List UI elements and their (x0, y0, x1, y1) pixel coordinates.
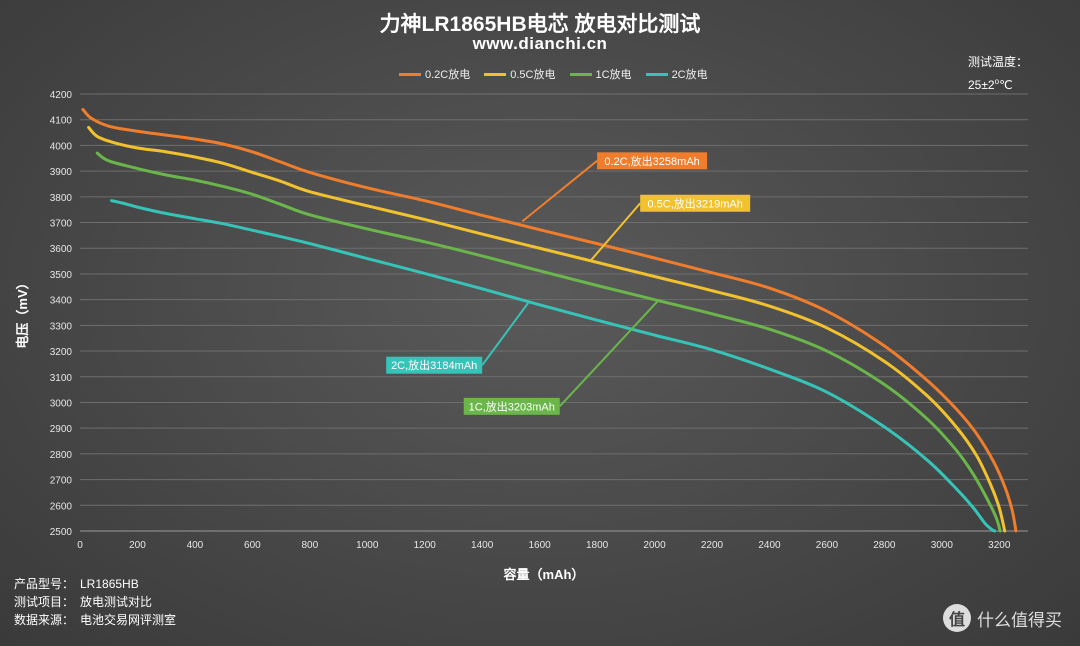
temperature-unit-degree: o (994, 77, 1000, 86)
temperature-value: 25±2o℃ (968, 72, 1058, 95)
watermark: 值 什么值得买 (943, 604, 1062, 632)
y-tick-label: 3200 (50, 347, 73, 358)
callout-label: 1C,放出3203mAh (469, 399, 555, 413)
test-temperature: 测试温度： 25±2o℃ (968, 53, 1058, 95)
legend-label: 2C放电 (671, 69, 708, 81)
y-tick-label: 2500 (50, 527, 73, 538)
y-tick-label: 4000 (50, 141, 73, 152)
legend-item: 2C放电 (645, 66, 708, 82)
x-tick-label: 600 (244, 540, 261, 551)
series-line-1C放电 (95, 151, 1002, 533)
chart-subtitle-url: www.dianchi.cn (472, 34, 608, 53)
x-tick-label: 2400 (758, 540, 781, 551)
y-tick-label: 2900 (50, 424, 73, 435)
x-tick-label: 3000 (931, 540, 954, 551)
callout-box (597, 152, 708, 170)
temperature-number: 25±2 (968, 78, 995, 92)
legend-label: 1C放电 (595, 69, 632, 81)
y-axis-label: 电压（mV） (15, 276, 30, 348)
legend-item: 0.5C放电 (484, 66, 556, 82)
note-key: 数据来源： (14, 613, 75, 627)
note-key: 产品型号： (14, 577, 75, 591)
y-tick-label: 3700 (50, 219, 73, 230)
note-value: 放电测试对比 (80, 595, 153, 609)
x-tick-label: 3200 (988, 540, 1011, 551)
x-tick-label: 1600 (529, 540, 552, 551)
callout-leader-line (590, 202, 641, 261)
legend-item: 1C放电 (569, 66, 632, 82)
y-tick-label: 3500 (50, 270, 73, 281)
chart-legend: 0.2C放电 0.5C放电 1C放电 2C放电 (399, 66, 708, 82)
legend-item: 0.2C放电 (399, 66, 470, 82)
y-tick-label: 3900 (50, 167, 73, 178)
note-value: LR1865HB (80, 577, 139, 591)
temperature-unit: ℃ (999, 78, 1013, 92)
y-tick-label: 3400 (50, 296, 73, 307)
x-tick-label: 1000 (356, 540, 379, 551)
y-tick-label: 4200 (50, 90, 73, 101)
series-line-0.2C放电 (81, 107, 1018, 533)
note-test-item: 测试项目： 放电测试对比 (14, 593, 152, 610)
callout-label: 0.5C,放出3219mAh (647, 196, 742, 210)
x-tick-label: 2200 (701, 540, 724, 551)
callout-box (463, 397, 560, 415)
legend-swatch (569, 72, 592, 76)
series-line-2C放电 (110, 199, 997, 533)
legend-swatch (645, 72, 668, 76)
legend-label: 0.2C放电 (425, 69, 471, 81)
x-tick-label: 2600 (816, 540, 839, 551)
y-tick-label: 2700 (50, 476, 73, 487)
x-tick-label: 1800 (586, 540, 609, 551)
x-tick-label: 400 (187, 540, 204, 551)
chart-title: 力神LR1865HB电芯 放电对比测试 (379, 13, 701, 36)
y-tick-label: 4100 (50, 116, 73, 127)
x-tick-label: 1400 (471, 540, 494, 551)
y-tick-label: 3100 (50, 373, 73, 384)
callout-leader-line (559, 300, 659, 408)
callout-box (386, 356, 483, 374)
x-tick-label: 2800 (873, 540, 896, 551)
note-key: 测试项目： (14, 595, 75, 609)
smzdm-logo-icon: 值 (943, 604, 971, 632)
y-tick-label: 3000 (50, 398, 73, 409)
x-tick-label: 1200 (414, 540, 437, 551)
y-tick-label: 3800 (50, 193, 73, 204)
legend-swatch (484, 72, 507, 76)
callout-leader-line (481, 302, 529, 366)
note-value: 电池交易网评测室 (80, 613, 177, 627)
x-tick-label: 200 (129, 540, 146, 551)
note-product-model: 产品型号： LR1865HB (14, 575, 139, 592)
x-tick-label: 800 (301, 540, 318, 551)
temperature-label: 测试温度： (968, 55, 1029, 69)
legend-label: 0.5C放电 (510, 69, 556, 81)
callout-label: 2C,放出3184mAh (391, 358, 477, 372)
callout-box (640, 194, 751, 212)
legend-swatch (399, 72, 421, 76)
watermark-text: 什么值得买 (977, 610, 1062, 630)
y-tick-label: 3300 (50, 321, 73, 332)
x-tick-label: 2000 (643, 540, 666, 551)
callout-label: 0.2C,放出3258mAh (604, 154, 699, 168)
x-tick-label: 0 (77, 540, 83, 551)
note-data-source: 数据来源： 电池交易网评测室 (14, 611, 176, 628)
y-tick-label: 2600 (50, 501, 73, 512)
y-tick-label: 2800 (50, 450, 73, 461)
callout-leader-line (521, 160, 598, 223)
y-tick-label: 3600 (50, 244, 73, 255)
x-axis-label: 容量（mAh） (503, 567, 585, 582)
series-line-0.5C放电 (87, 125, 1007, 533)
